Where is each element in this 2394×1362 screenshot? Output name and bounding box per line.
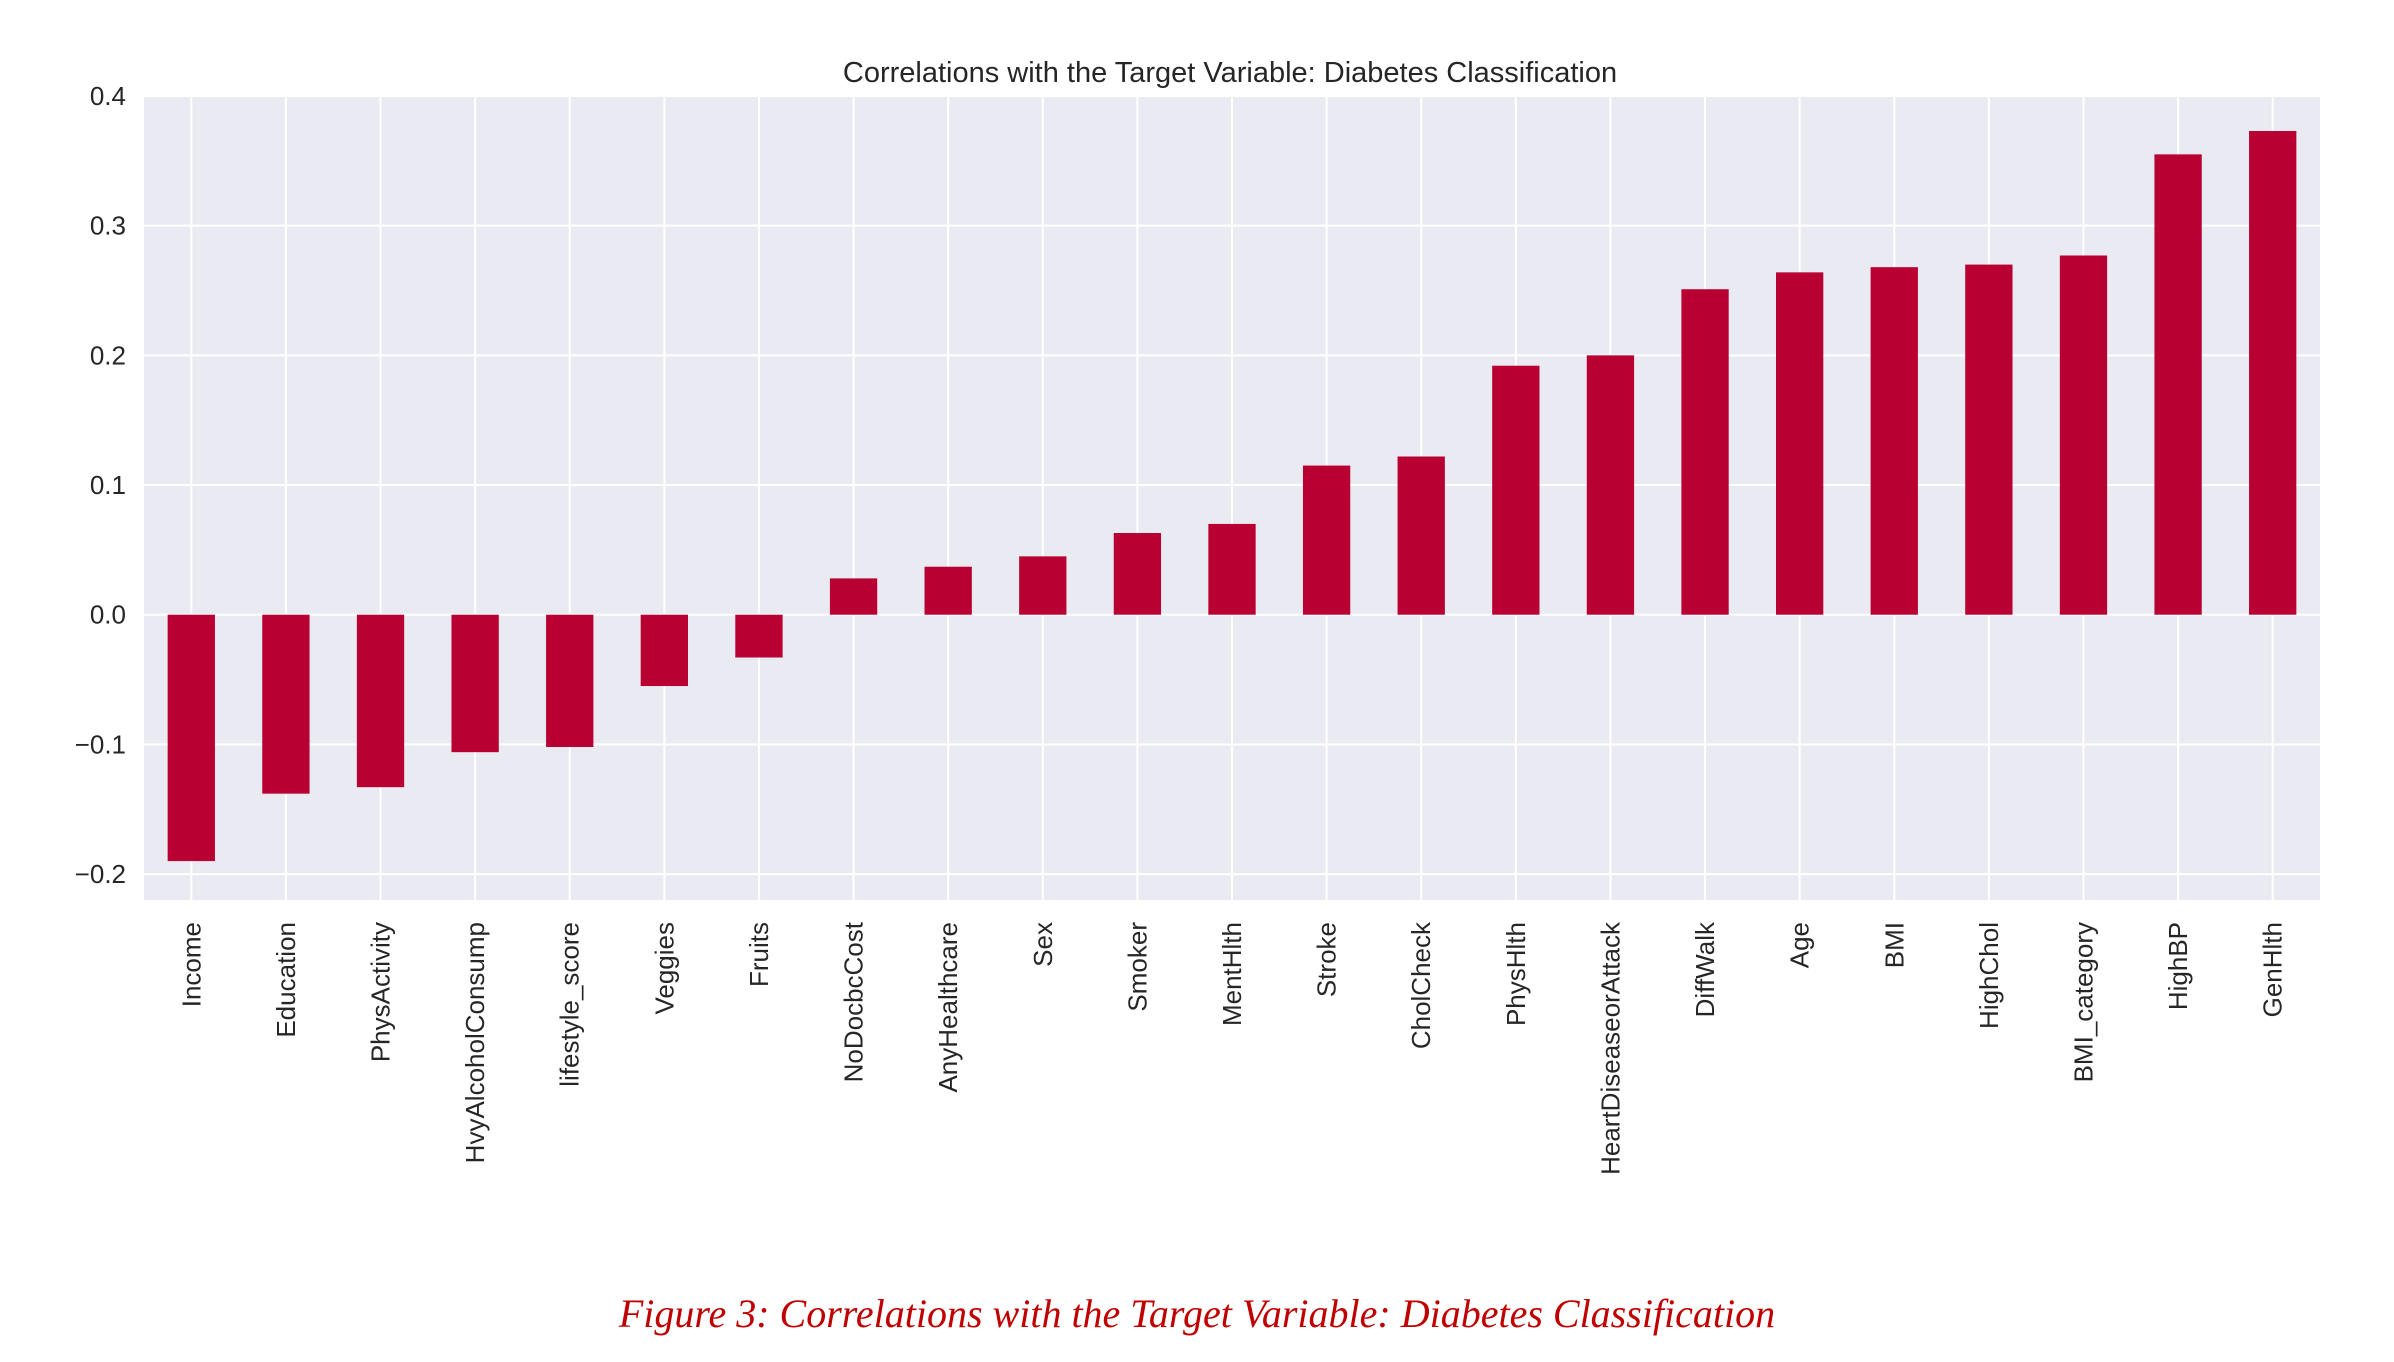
x-tick-label: Veggies: [649, 922, 679, 1015]
bar-lifestyle_score: [546, 614, 594, 747]
x-tick-label: Age: [1785, 922, 1815, 968]
bar-NoDocbcCost: [829, 578, 878, 615]
bar-Smoker: [1113, 533, 1162, 615]
y-tick-label: 0.3: [90, 211, 126, 241]
bar-HighBP: [2154, 154, 2202, 615]
x-tick-label: MentHlth: [1217, 922, 1247, 1026]
x-tick-label: Fruits: [744, 922, 774, 987]
bar-Sex: [1019, 556, 1067, 615]
bar-Stroke: [1302, 465, 1351, 615]
chart-title: Correlations with the Target Variable: D…: [843, 57, 1617, 89]
bar-BMI_category: [2059, 255, 2108, 615]
bar-CholCheck: [1397, 456, 1445, 615]
y-tick-label: −0.2: [75, 859, 126, 889]
x-tick-label: BMI: [1879, 922, 1909, 968]
y-axis-ticks: −0.2 −0.1 0.0 0.1 0.2 0.3 0.4: [75, 81, 126, 889]
x-tick-label: NoDocbcCost: [839, 921, 869, 1082]
y-tick-label: 0.1: [90, 470, 126, 500]
x-tick-label: Education: [271, 922, 301, 1038]
x-tick-label: HighBP: [2163, 922, 2193, 1010]
x-tick-label: Sex: [1028, 922, 1058, 967]
bar-GenHlth: [2249, 131, 2297, 615]
bar-AnyHealthcare: [924, 566, 972, 615]
x-tick-label: DiffWalk: [1690, 921, 1720, 1017]
x-tick-label: Income: [176, 922, 206, 1007]
x-tick-label: CholCheck: [1406, 921, 1436, 1049]
bar-PhysActivity: [356, 614, 405, 788]
figure-caption: Figure 3: Correlations with the Target V…: [618, 1291, 1776, 1336]
y-tick-label: 0.0: [90, 600, 126, 630]
bar-PhysHlth: [1492, 365, 1540, 615]
bar-HvyAlcoholConsump: [451, 614, 499, 753]
x-tick-label: BMI_category: [2068, 922, 2098, 1082]
bar-DiffWalk: [1681, 289, 1729, 615]
bar-Education: [262, 614, 310, 794]
y-tick-label: −0.1: [75, 729, 126, 759]
x-tick-label: PhysActivity: [366, 922, 396, 1062]
y-tick-label: 0.4: [90, 81, 126, 111]
bar-Income: [167, 614, 215, 862]
bar-Veggies: [640, 614, 688, 687]
bar-MentHlth: [1208, 523, 1256, 615]
bar-Age: [1776, 272, 1824, 615]
x-tick-label: Stroke: [1312, 922, 1342, 997]
x-tick-label: HeartDiseaseorAttack: [1595, 921, 1625, 1175]
y-tick-label: 0.2: [90, 340, 126, 370]
bars: [167, 131, 2297, 862]
x-tick-label: PhysHlth: [1501, 922, 1531, 1026]
bar-HeartDiseaseorAttack: [1586, 355, 1635, 615]
x-tick-label: AnyHealthcare: [933, 922, 963, 1093]
bar-HighChol: [1965, 264, 2013, 615]
x-tick-label: GenHlth: [2258, 922, 2288, 1017]
x-tick-label: HvyAlcoholConsump: [460, 922, 490, 1163]
bar-BMI: [1870, 267, 1918, 615]
x-tick-label: Smoker: [1122, 922, 1152, 1012]
x-tick-label: lifestyle_score: [555, 922, 585, 1087]
bar-Fruits: [735, 614, 783, 658]
x-tick-label: HighChol: [1974, 922, 2004, 1029]
x-axis-ticks: Income Education PhysActivity HvyAlcoholCon…: [176, 921, 2287, 1175]
